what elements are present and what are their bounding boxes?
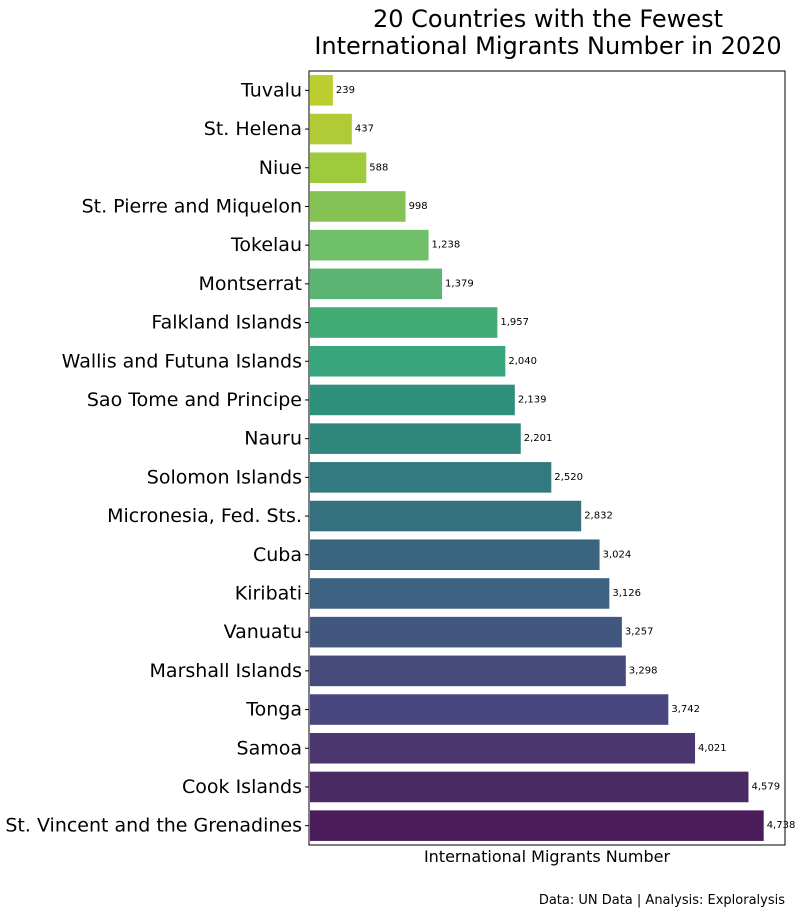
bar xyxy=(310,694,669,725)
data-label: 998 xyxy=(409,201,428,212)
y-tick-label: Cook Islands xyxy=(182,776,302,798)
data-label: 1,379 xyxy=(445,278,474,289)
data-label: 3,126 xyxy=(612,588,641,599)
bar xyxy=(310,616,622,648)
y-tick-label: St. Pierre and Miquelon xyxy=(82,195,302,217)
y-tick-label: Wallis and Futuna Islands xyxy=(62,350,302,372)
x-axis-label: International Migrants Number xyxy=(424,847,671,866)
y-tick-label: Niue xyxy=(259,157,302,179)
bar xyxy=(310,75,333,106)
data-label: 2,520 xyxy=(554,472,583,483)
data-label: 1,238 xyxy=(432,240,461,251)
data-label: 2,832 xyxy=(584,511,613,522)
plot-frame xyxy=(308,70,786,846)
bar xyxy=(310,268,443,300)
bar xyxy=(310,307,498,338)
y-tick-label: St. Vincent and the Grenadines xyxy=(5,815,302,837)
y-tick-label: Tuvalu xyxy=(240,79,302,101)
bar xyxy=(310,462,552,493)
chart-title-line-1: 20 Countries with the Fewest xyxy=(373,5,723,33)
y-tick-label: Vanuatu xyxy=(224,621,302,643)
y-tick-label: Cuba xyxy=(253,544,302,566)
data-label: 1,957 xyxy=(500,317,529,328)
data-label: 4,738 xyxy=(767,820,796,831)
y-tick-label: Solomon Islands xyxy=(147,466,302,488)
y-tick-label: Tokelau xyxy=(230,234,302,256)
y-tick-label: Marshall Islands xyxy=(150,660,302,682)
y-tick-label: Micronesia, Fed. Sts. xyxy=(107,505,302,527)
bar xyxy=(310,578,610,609)
bar xyxy=(310,771,749,803)
data-label: 3,742 xyxy=(671,704,700,715)
y-tick-label: Sao Tome and Principe xyxy=(87,389,302,411)
bar xyxy=(310,152,367,184)
bar xyxy=(310,229,429,261)
data-label: 3,298 xyxy=(629,665,658,676)
bar xyxy=(310,345,506,377)
y-tick-label: Montserrat xyxy=(199,273,302,295)
bar xyxy=(310,113,352,145)
data-label: 2,139 xyxy=(518,394,547,405)
data-label: 3,257 xyxy=(625,627,654,638)
bars-layer xyxy=(310,75,764,841)
data-label: 239 xyxy=(336,85,355,96)
data-label: 437 xyxy=(355,124,374,135)
bar xyxy=(310,732,696,764)
data-label: 4,579 xyxy=(751,781,780,792)
y-tick-label: Falkland Islands xyxy=(151,312,302,334)
bar xyxy=(310,500,582,532)
y-tick-label: Tonga xyxy=(245,699,302,721)
bar xyxy=(310,655,626,687)
y-tick-label: Samoa xyxy=(237,737,302,759)
data-label: 588 xyxy=(369,162,388,173)
data-label: 2,040 xyxy=(508,356,537,367)
data-label: 2,201 xyxy=(524,433,553,444)
y-tick-label: St. Helena xyxy=(204,118,302,140)
labels-layer: Tuvalu 239 St. Helena 437 Niue 588 St. Pierre … xyxy=(5,79,795,836)
y-tick-label: Nauru xyxy=(244,428,302,450)
bar xyxy=(310,423,521,454)
data-label: 4,021 xyxy=(698,743,727,754)
bar xyxy=(310,539,600,571)
y-tick-label: Kiribati xyxy=(235,582,302,604)
data-label: 3,024 xyxy=(603,549,632,560)
source-note: Data: UN Data | Analysis: Exploralysis xyxy=(539,893,785,908)
chart-title-line-2: International Migrants Number in 2020 xyxy=(314,32,781,60)
bar xyxy=(310,384,515,416)
bar xyxy=(310,191,406,222)
bar xyxy=(310,810,764,841)
